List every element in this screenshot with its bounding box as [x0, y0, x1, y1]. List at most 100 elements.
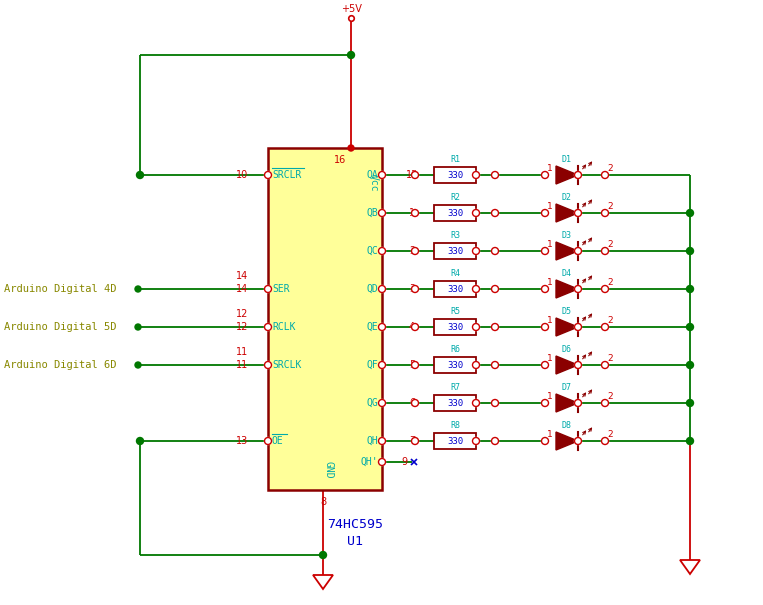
- Circle shape: [491, 209, 498, 217]
- Text: D5: D5: [562, 307, 572, 316]
- FancyBboxPatch shape: [434, 395, 476, 411]
- Text: 1: 1: [547, 316, 552, 325]
- Text: 330: 330: [447, 361, 463, 370]
- Text: 1: 1: [547, 164, 552, 173]
- Circle shape: [411, 209, 418, 217]
- Circle shape: [542, 362, 549, 368]
- Circle shape: [137, 171, 143, 178]
- Text: 5: 5: [409, 360, 415, 370]
- Text: 3: 3: [409, 284, 415, 294]
- Circle shape: [265, 171, 272, 178]
- Polygon shape: [556, 242, 578, 260]
- Circle shape: [491, 286, 498, 292]
- Circle shape: [472, 209, 479, 217]
- Circle shape: [411, 437, 418, 445]
- Circle shape: [378, 247, 385, 255]
- Text: QH': QH': [360, 457, 378, 467]
- Text: R7: R7: [450, 383, 460, 392]
- Circle shape: [348, 145, 354, 151]
- Text: QH: QH: [366, 436, 378, 446]
- Text: QC: QC: [366, 246, 378, 256]
- Text: 10: 10: [236, 170, 248, 180]
- FancyBboxPatch shape: [434, 281, 476, 297]
- Text: 330: 330: [447, 399, 463, 408]
- Text: Arduino Digital 4D: Arduino Digital 4D: [4, 284, 117, 294]
- Circle shape: [411, 286, 418, 292]
- Text: 2: 2: [607, 240, 613, 249]
- Text: D8: D8: [562, 421, 572, 430]
- Text: 7: 7: [409, 436, 415, 446]
- Circle shape: [601, 399, 609, 407]
- Text: D2: D2: [562, 193, 572, 202]
- Circle shape: [135, 362, 141, 368]
- Circle shape: [411, 171, 418, 178]
- Text: 2: 2: [607, 164, 613, 173]
- Circle shape: [472, 286, 479, 292]
- FancyBboxPatch shape: [268, 148, 382, 490]
- Circle shape: [542, 171, 549, 178]
- Polygon shape: [556, 318, 578, 336]
- Circle shape: [378, 171, 385, 178]
- Text: SRCLR: SRCLR: [272, 170, 301, 180]
- Text: 12: 12: [236, 309, 248, 319]
- Polygon shape: [556, 280, 578, 298]
- Circle shape: [542, 324, 549, 330]
- Polygon shape: [556, 394, 578, 412]
- Text: 4: 4: [409, 322, 415, 332]
- Circle shape: [601, 286, 609, 292]
- Text: 6: 6: [409, 398, 415, 408]
- Text: R4: R4: [450, 269, 460, 278]
- FancyBboxPatch shape: [434, 357, 476, 373]
- Text: 13: 13: [236, 436, 248, 446]
- Circle shape: [378, 209, 385, 217]
- Text: Arduino Digital 6D: Arduino Digital 6D: [4, 360, 117, 370]
- Text: GND: GND: [323, 461, 333, 479]
- Circle shape: [601, 437, 609, 445]
- Text: 330: 330: [447, 436, 463, 445]
- Circle shape: [575, 247, 581, 255]
- FancyBboxPatch shape: [434, 167, 476, 183]
- Circle shape: [687, 209, 694, 217]
- Circle shape: [472, 362, 479, 368]
- Circle shape: [687, 362, 694, 368]
- Circle shape: [687, 437, 694, 445]
- Text: 1: 1: [547, 392, 552, 401]
- Text: QB: QB: [366, 208, 378, 218]
- Circle shape: [265, 437, 272, 445]
- Text: 1: 1: [547, 202, 552, 211]
- Circle shape: [575, 399, 581, 407]
- Circle shape: [575, 362, 581, 368]
- Circle shape: [265, 286, 272, 292]
- Text: 8: 8: [320, 497, 326, 507]
- Text: 2: 2: [607, 316, 613, 325]
- Text: 330: 330: [447, 284, 463, 293]
- Text: 2: 2: [607, 392, 613, 401]
- Circle shape: [347, 51, 355, 59]
- Circle shape: [378, 324, 385, 330]
- Text: SER: SER: [272, 284, 290, 294]
- Text: 2: 2: [409, 246, 415, 256]
- Circle shape: [378, 362, 385, 368]
- Circle shape: [601, 247, 609, 255]
- Circle shape: [491, 324, 498, 330]
- Circle shape: [575, 171, 581, 178]
- Text: 11: 11: [236, 347, 248, 357]
- Text: 1: 1: [547, 278, 552, 287]
- Polygon shape: [556, 204, 578, 222]
- Text: R2: R2: [450, 193, 460, 202]
- Circle shape: [687, 324, 694, 330]
- Circle shape: [542, 399, 549, 407]
- Text: 1: 1: [547, 430, 552, 439]
- Text: SRCLK: SRCLK: [272, 360, 301, 370]
- Circle shape: [472, 437, 479, 445]
- Text: 11: 11: [236, 360, 248, 370]
- Circle shape: [575, 437, 581, 445]
- Circle shape: [687, 286, 694, 292]
- Text: R3: R3: [450, 231, 460, 240]
- Text: 330: 330: [447, 246, 463, 255]
- Text: D6: D6: [562, 345, 572, 354]
- Text: R8: R8: [450, 421, 460, 430]
- Text: QE: QE: [366, 322, 378, 332]
- FancyBboxPatch shape: [434, 205, 476, 221]
- Circle shape: [378, 399, 385, 407]
